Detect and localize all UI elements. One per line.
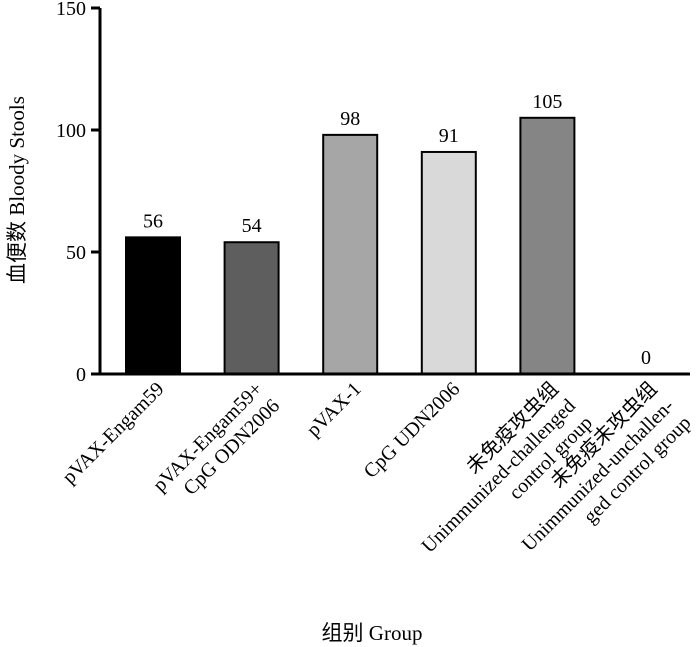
y-tick-label: 150 — [56, 0, 86, 20]
y-axis: 0 50 100 150 — [56, 0, 102, 386]
bar — [519, 116, 576, 376]
category-label: pVAX-1 — [303, 378, 366, 441]
category-label-line: pVAX-1 — [303, 378, 366, 441]
y-tick-label: 50 — [66, 242, 86, 264]
data-label: 54 — [242, 215, 262, 237]
x-axis-title: 组别 Group — [322, 621, 423, 645]
data-label: 98 — [340, 108, 360, 130]
y-axis-title: 血便数 Bloody Stools — [5, 96, 29, 284]
category-label-line: CpG UDN2006 — [360, 378, 465, 483]
data-label: 105 — [532, 91, 562, 113]
bar — [223, 241, 280, 375]
bars — [125, 116, 576, 376]
category-label: pVAX-Engam59 — [58, 378, 168, 488]
data-label: 0 — [641, 347, 651, 369]
data-labels: 56 54 98 91 105 0 — [143, 91, 651, 369]
y-tick-label: 100 — [56, 120, 86, 142]
category-label: pVAX-Engam59+CpG ODN2006 — [149, 378, 284, 500]
data-label: 91 — [439, 125, 459, 147]
category-label-line: pVAX-Engam59 — [58, 378, 168, 488]
category-label: CpG UDN2006 — [360, 378, 465, 483]
data-label: 56 — [143, 210, 163, 232]
bar — [420, 150, 477, 375]
y-tick-label: 0 — [76, 364, 86, 386]
bar — [125, 236, 181, 375]
bar — [322, 133, 379, 375]
